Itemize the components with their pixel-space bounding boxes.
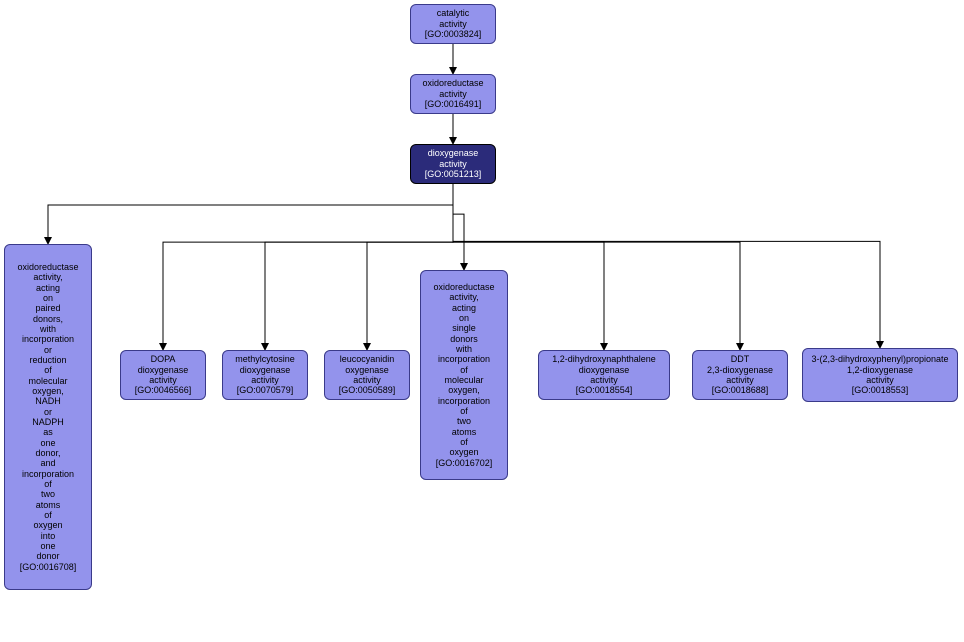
node-label-line: one (40, 541, 55, 551)
node-label-line: one (40, 438, 55, 448)
node-label-line: atoms (452, 427, 477, 437)
node-c1[interactable]: DOPAdioxygenaseactivity[GO:0046566] (120, 350, 206, 400)
node-label-line: activity (439, 89, 467, 99)
node-label-line: acting (452, 303, 476, 313)
node-label-line: paired (35, 303, 60, 313)
node-label-line: dioxygenase (138, 365, 189, 375)
node-label-line: 1,2-dihydroxynaphthalene (552, 354, 656, 364)
node-label-line: of (460, 437, 468, 447)
node-label-line: with (40, 324, 56, 334)
node-c4[interactable]: oxidoreductaseactivity,actingonsingledon… (420, 270, 508, 480)
node-label-line: activity (439, 19, 467, 29)
node-label-line: oxygen, (32, 386, 64, 396)
node-label-line: 1,2-dioxygenase (847, 365, 913, 375)
node-label-line: reduction (29, 355, 66, 365)
node-label-line: catalytic (437, 8, 470, 18)
node-label-line: of (44, 510, 52, 520)
node-c0[interactable]: oxidoreductaseactivity,actingonpaireddon… (4, 244, 92, 590)
node-label-line: [GO:0018553] (852, 385, 909, 395)
node-label-line: DOPA (151, 354, 176, 364)
node-label-line: oxygen (449, 447, 478, 457)
node-label-line: incorporation (22, 469, 74, 479)
node-dioxygenase[interactable]: dioxygenaseactivity[GO:0051213] (410, 144, 496, 184)
node-label-line: of (44, 479, 52, 489)
node-label-line: [GO:0003824] (425, 29, 482, 39)
node-label-line: molecular (444, 375, 483, 385)
node-oxidoreductase[interactable]: oxidoreductaseactivity[GO:0016491] (410, 74, 496, 114)
node-c2[interactable]: methylcytosinedioxygenaseactivity[GO:007… (222, 350, 308, 400)
node-label-line: [GO:0051213] (425, 169, 482, 179)
node-label-line: of (460, 406, 468, 416)
edge (453, 184, 464, 270)
node-label-line: donors (450, 334, 478, 344)
node-label-line: activity (866, 375, 894, 385)
node-label-line: on (43, 293, 53, 303)
node-label-line: with (456, 344, 472, 354)
node-label-line: into (41, 531, 56, 541)
node-c5[interactable]: 1,2-dihydroxynaphthalenedioxygenaseactiv… (538, 350, 670, 400)
node-label-line: two (457, 416, 471, 426)
node-label-line: activity (353, 375, 381, 385)
node-label-line: activity, (449, 292, 478, 302)
node-label-line: leucocyanidin (340, 354, 395, 364)
node-label-line: on (459, 313, 469, 323)
node-label-line: DDT (731, 354, 750, 364)
node-label-line: incorporation (22, 334, 74, 344)
node-label-line: oxygenase (345, 365, 389, 375)
node-label-line: NADH (35, 396, 61, 406)
node-label-line: oxygen, (448, 385, 480, 395)
node-label-line: activity (726, 375, 754, 385)
node-label-line: activity (251, 375, 279, 385)
node-label-line: of (460, 365, 468, 375)
node-label-line: or (44, 345, 52, 355)
node-label-line: activity (149, 375, 177, 385)
node-label-line: oxidoreductase (17, 262, 78, 272)
node-c6[interactable]: DDT2,3-dioxygenaseactivity[GO:0018688] (692, 350, 788, 400)
node-label-line: donors, (33, 314, 63, 324)
node-label-line: [GO:0018554] (576, 385, 633, 395)
node-label-line: dioxygenase (428, 148, 479, 158)
node-label-line: dioxygenase (240, 365, 291, 375)
node-label-line: incorporation (438, 396, 490, 406)
node-label-line: [GO:0016702] (436, 458, 493, 468)
node-label-line: as (43, 427, 53, 437)
node-label-line: methylcytosine (235, 354, 295, 364)
node-label-line: [GO:0046566] (135, 385, 192, 395)
node-label-line: activity (439, 159, 467, 169)
node-label-line: single (452, 323, 476, 333)
edge (48, 184, 453, 244)
node-label-line: [GO:0016491] (425, 99, 482, 109)
node-c3[interactable]: leucocyanidinoxygenaseactivity[GO:005058… (324, 350, 410, 400)
node-label-line: activity, (33, 272, 62, 282)
node-label-line: 3-(2,3-dihydroxyphenyl)propionate (811, 354, 948, 364)
node-label-line: [GO:0018688] (712, 385, 769, 395)
node-label-line: atoms (36, 500, 61, 510)
node-label-line: donor (36, 551, 59, 561)
node-label-line: dioxygenase (579, 365, 630, 375)
edge (453, 184, 880, 348)
node-label-line: and (40, 458, 55, 468)
node-label-line: 2,3-dioxygenase (707, 365, 773, 375)
node-label-line: oxygen (33, 520, 62, 530)
node-label-line: activity (590, 375, 618, 385)
node-label-line: two (41, 489, 55, 499)
node-label-line: [GO:0070579] (237, 385, 294, 395)
node-label-line: NADPH (32, 417, 64, 427)
node-label-line: [GO:0050589] (339, 385, 396, 395)
node-label-line: or (44, 407, 52, 417)
node-label-line: of (44, 365, 52, 375)
edge (163, 184, 453, 350)
node-catalytic[interactable]: catalyticactivity[GO:0003824] (410, 4, 496, 44)
node-label-line: incorporation (438, 354, 490, 364)
node-label-line: oxidoreductase (422, 78, 483, 88)
node-label-line: molecular (28, 376, 67, 386)
node-label-line: [GO:0016708] (20, 562, 77, 572)
node-label-line: acting (36, 283, 60, 293)
node-label-line: donor, (35, 448, 60, 458)
node-c7[interactable]: 3-(2,3-dihydroxyphenyl)propionate1,2-dio… (802, 348, 958, 402)
node-label-line: oxidoreductase (433, 282, 494, 292)
